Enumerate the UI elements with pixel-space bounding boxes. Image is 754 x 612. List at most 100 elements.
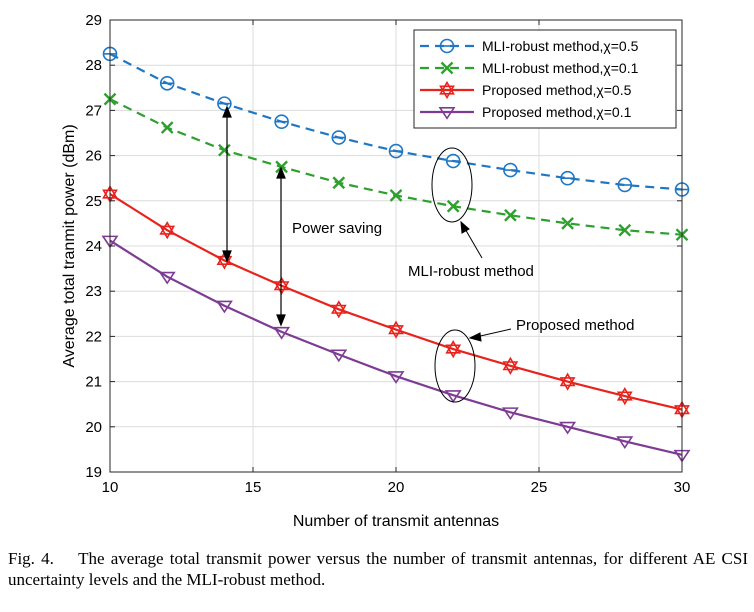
x-tick-label: 15 bbox=[245, 479, 262, 496]
marker-tri-up bbox=[502, 356, 519, 371]
legend-item-1: MLI-robust method,χ=0.5 bbox=[420, 38, 639, 54]
legend-item-2: MLI-robust method,χ=0.1 bbox=[420, 60, 639, 76]
marker-tri-up bbox=[159, 221, 176, 235]
marker-x2 bbox=[389, 189, 403, 202]
y-tick-label: 26 bbox=[85, 148, 102, 165]
x-tick-label: 20 bbox=[388, 479, 405, 496]
power-saving-arrows bbox=[222, 105, 286, 327]
marker-triangle bbox=[444, 390, 462, 403]
mli-robust-ellipse bbox=[431, 147, 473, 223]
data-point bbox=[159, 221, 176, 240]
data-point bbox=[616, 387, 633, 406]
y-tick-label: 23 bbox=[85, 283, 102, 300]
legend-marker bbox=[439, 38, 455, 54]
data-point bbox=[332, 176, 346, 190]
marker-triangle bbox=[387, 371, 405, 384]
marker-triangle bbox=[438, 107, 456, 120]
legend: MLI-robust method,χ=0.5 MLI-robust method… bbox=[413, 29, 677, 129]
legend-items: MLI-robust method,χ=0.5 MLI-robust method… bbox=[420, 38, 639, 120]
legend-marker bbox=[438, 107, 456, 120]
figure-caption: Fig. 4. The average total transmit power… bbox=[8, 548, 748, 590]
marker-tri-down bbox=[388, 325, 404, 339]
x-tick-label: 30 bbox=[674, 479, 691, 496]
legend-item-4: Proposed method,χ=0.1 bbox=[420, 104, 632, 120]
marker-triangle bbox=[501, 407, 519, 421]
data-point bbox=[331, 130, 347, 145]
marker-tri-up bbox=[388, 320, 404, 335]
marker-tri-down bbox=[330, 304, 347, 319]
data-point bbox=[389, 189, 403, 202]
marker-x2 bbox=[440, 61, 454, 75]
marker-tri-down bbox=[559, 377, 576, 391]
data-point bbox=[503, 162, 518, 178]
legend-label: MLI-robust method,χ=0.1 bbox=[482, 60, 639, 76]
mli-robust-arrow bbox=[460, 220, 483, 259]
data-point bbox=[217, 96, 232, 111]
data-point bbox=[388, 320, 404, 339]
y-tick-label: 20 bbox=[85, 419, 102, 436]
legend-item-3: Proposed method,χ=0.5 bbox=[420, 80, 632, 100]
data-point bbox=[215, 300, 233, 314]
data-point bbox=[504, 208, 517, 222]
y-tick-label: 28 bbox=[85, 57, 102, 74]
series-line bbox=[109, 239, 683, 456]
data-point bbox=[561, 217, 574, 230]
legend-marker bbox=[440, 61, 454, 75]
y-tick-label: 24 bbox=[85, 238, 102, 255]
chart: 10 15 20 25 30 19 20 21 22 23 24 25 26 27 28 29 Number … bbox=[61, 12, 691, 530]
marker-tri-down bbox=[445, 344, 462, 359]
data-point bbox=[501, 407, 519, 421]
data-point bbox=[160, 121, 174, 134]
data-point bbox=[159, 75, 175, 91]
marker-tri-down bbox=[439, 85, 455, 100]
x-tick-label: 25 bbox=[531, 479, 548, 496]
marker-x2 bbox=[275, 160, 288, 174]
data-point bbox=[273, 326, 291, 340]
data-point bbox=[502, 356, 519, 375]
marker-tri-down bbox=[216, 255, 233, 270]
series-4 bbox=[101, 235, 691, 463]
marker-x2 bbox=[160, 121, 174, 134]
marker-triangle bbox=[330, 349, 348, 363]
marker-x2 bbox=[218, 143, 231, 157]
power-saving-label: Power saving bbox=[292, 220, 382, 237]
marker-tri-down bbox=[616, 391, 633, 406]
legend-label: MLI-robust method,χ=0.5 bbox=[482, 38, 639, 54]
y-tick-label: 21 bbox=[85, 374, 102, 391]
marker-triangle bbox=[158, 271, 176, 285]
data-point bbox=[618, 223, 632, 237]
y-axis-label: Average total tranmit power (dBm) bbox=[61, 124, 78, 367]
marker-triangle bbox=[616, 436, 634, 450]
legend-label: Proposed method,χ=0.5 bbox=[482, 82, 632, 98]
data-point bbox=[559, 372, 576, 391]
series-3 bbox=[102, 184, 690, 419]
series-line bbox=[109, 193, 683, 411]
data-point bbox=[330, 300, 347, 319]
x-axis-label: Number of transmit antennas bbox=[293, 513, 499, 530]
axis-ticks: 10 15 20 25 30 19 20 21 22 23 24 25 26 27 28 29 bbox=[85, 12, 690, 496]
data-point bbox=[387, 371, 405, 384]
data-point bbox=[274, 114, 289, 129]
data-point bbox=[388, 143, 404, 159]
y-tick-label: 19 bbox=[85, 464, 102, 481]
marker-tri-up bbox=[559, 372, 576, 387]
marker-x2 bbox=[446, 199, 460, 213]
proposed-label: Proposed method bbox=[516, 317, 634, 334]
marker-triangle bbox=[215, 300, 233, 314]
series-layer bbox=[101, 46, 691, 463]
proposed-ellipse bbox=[434, 329, 476, 403]
marker-tri-up bbox=[439, 80, 455, 95]
grid bbox=[109, 19, 683, 473]
data-point bbox=[218, 143, 231, 157]
marker-tri-up bbox=[616, 387, 633, 401]
proposed-arrow bbox=[468, 328, 512, 342]
marker-x2 bbox=[618, 223, 632, 237]
y-tick-label: 22 bbox=[85, 328, 102, 345]
data-point bbox=[445, 340, 462, 359]
y-tick-label: 25 bbox=[85, 193, 102, 210]
marker-triangle bbox=[273, 326, 291, 340]
data-point bbox=[617, 177, 633, 193]
data-point bbox=[444, 390, 462, 403]
marker-x2 bbox=[561, 217, 574, 230]
annotations: Power saving MLI-robust method Proposed … bbox=[222, 105, 634, 403]
